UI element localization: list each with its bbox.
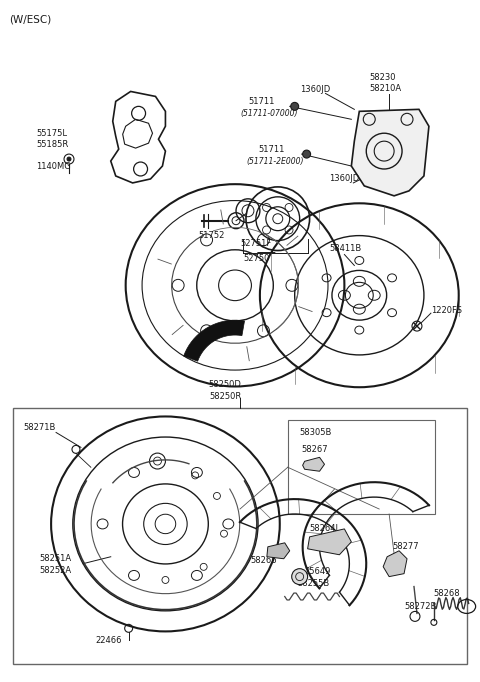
Text: 58264L: 58264L — [310, 524, 341, 533]
Bar — [13, 408, 467, 664]
Text: 1220FS: 1220FS — [431, 306, 462, 314]
Text: 52750: 52750 — [243, 254, 269, 263]
Polygon shape — [351, 109, 429, 196]
Text: 55175L: 55175L — [36, 129, 67, 138]
Text: 58265: 58265 — [318, 536, 344, 546]
Text: 58266: 58266 — [250, 557, 276, 565]
Polygon shape — [383, 551, 407, 576]
Polygon shape — [184, 320, 244, 361]
Circle shape — [291, 102, 299, 110]
Text: (51711-2E000): (51711-2E000) — [246, 157, 303, 166]
Text: 58267: 58267 — [301, 445, 328, 454]
Text: 58272B: 58272B — [404, 602, 436, 611]
Text: 55185R: 55185R — [36, 140, 69, 149]
Polygon shape — [308, 529, 351, 554]
Bar — [288, 419, 435, 514]
Polygon shape — [267, 543, 290, 559]
Text: 1140MG: 1140MG — [36, 162, 71, 170]
Text: 51752: 51752 — [198, 231, 225, 240]
Text: 58411B: 58411B — [329, 244, 362, 253]
Text: 52751F: 52751F — [240, 239, 271, 248]
Text: 58277: 58277 — [392, 542, 419, 551]
Text: 58230: 58230 — [369, 73, 396, 82]
Text: 51711: 51711 — [248, 97, 275, 106]
Text: 58250R: 58250R — [209, 392, 241, 401]
Text: 25649: 25649 — [305, 567, 331, 576]
Text: 58250D: 58250D — [209, 381, 241, 389]
Text: (51711-07000): (51711-07000) — [240, 109, 298, 118]
Text: 22466: 22466 — [96, 636, 122, 644]
Text: 58268: 58268 — [434, 589, 460, 598]
Text: 58271B: 58271B — [23, 423, 56, 432]
Text: 58210A: 58210A — [369, 84, 401, 93]
Circle shape — [292, 569, 308, 584]
Circle shape — [67, 157, 71, 161]
Text: 51711: 51711 — [258, 145, 284, 153]
Text: (W/ESC): (W/ESC) — [9, 15, 51, 25]
Text: 58255B: 58255B — [298, 579, 330, 588]
Text: 58305B: 58305B — [300, 428, 332, 437]
Polygon shape — [302, 458, 324, 471]
Text: 1360JD: 1360JD — [329, 175, 360, 183]
Text: 58252A: 58252A — [39, 566, 72, 575]
Text: 1360JD: 1360JD — [300, 85, 330, 94]
Text: 58251A: 58251A — [39, 554, 72, 563]
Circle shape — [302, 150, 311, 158]
